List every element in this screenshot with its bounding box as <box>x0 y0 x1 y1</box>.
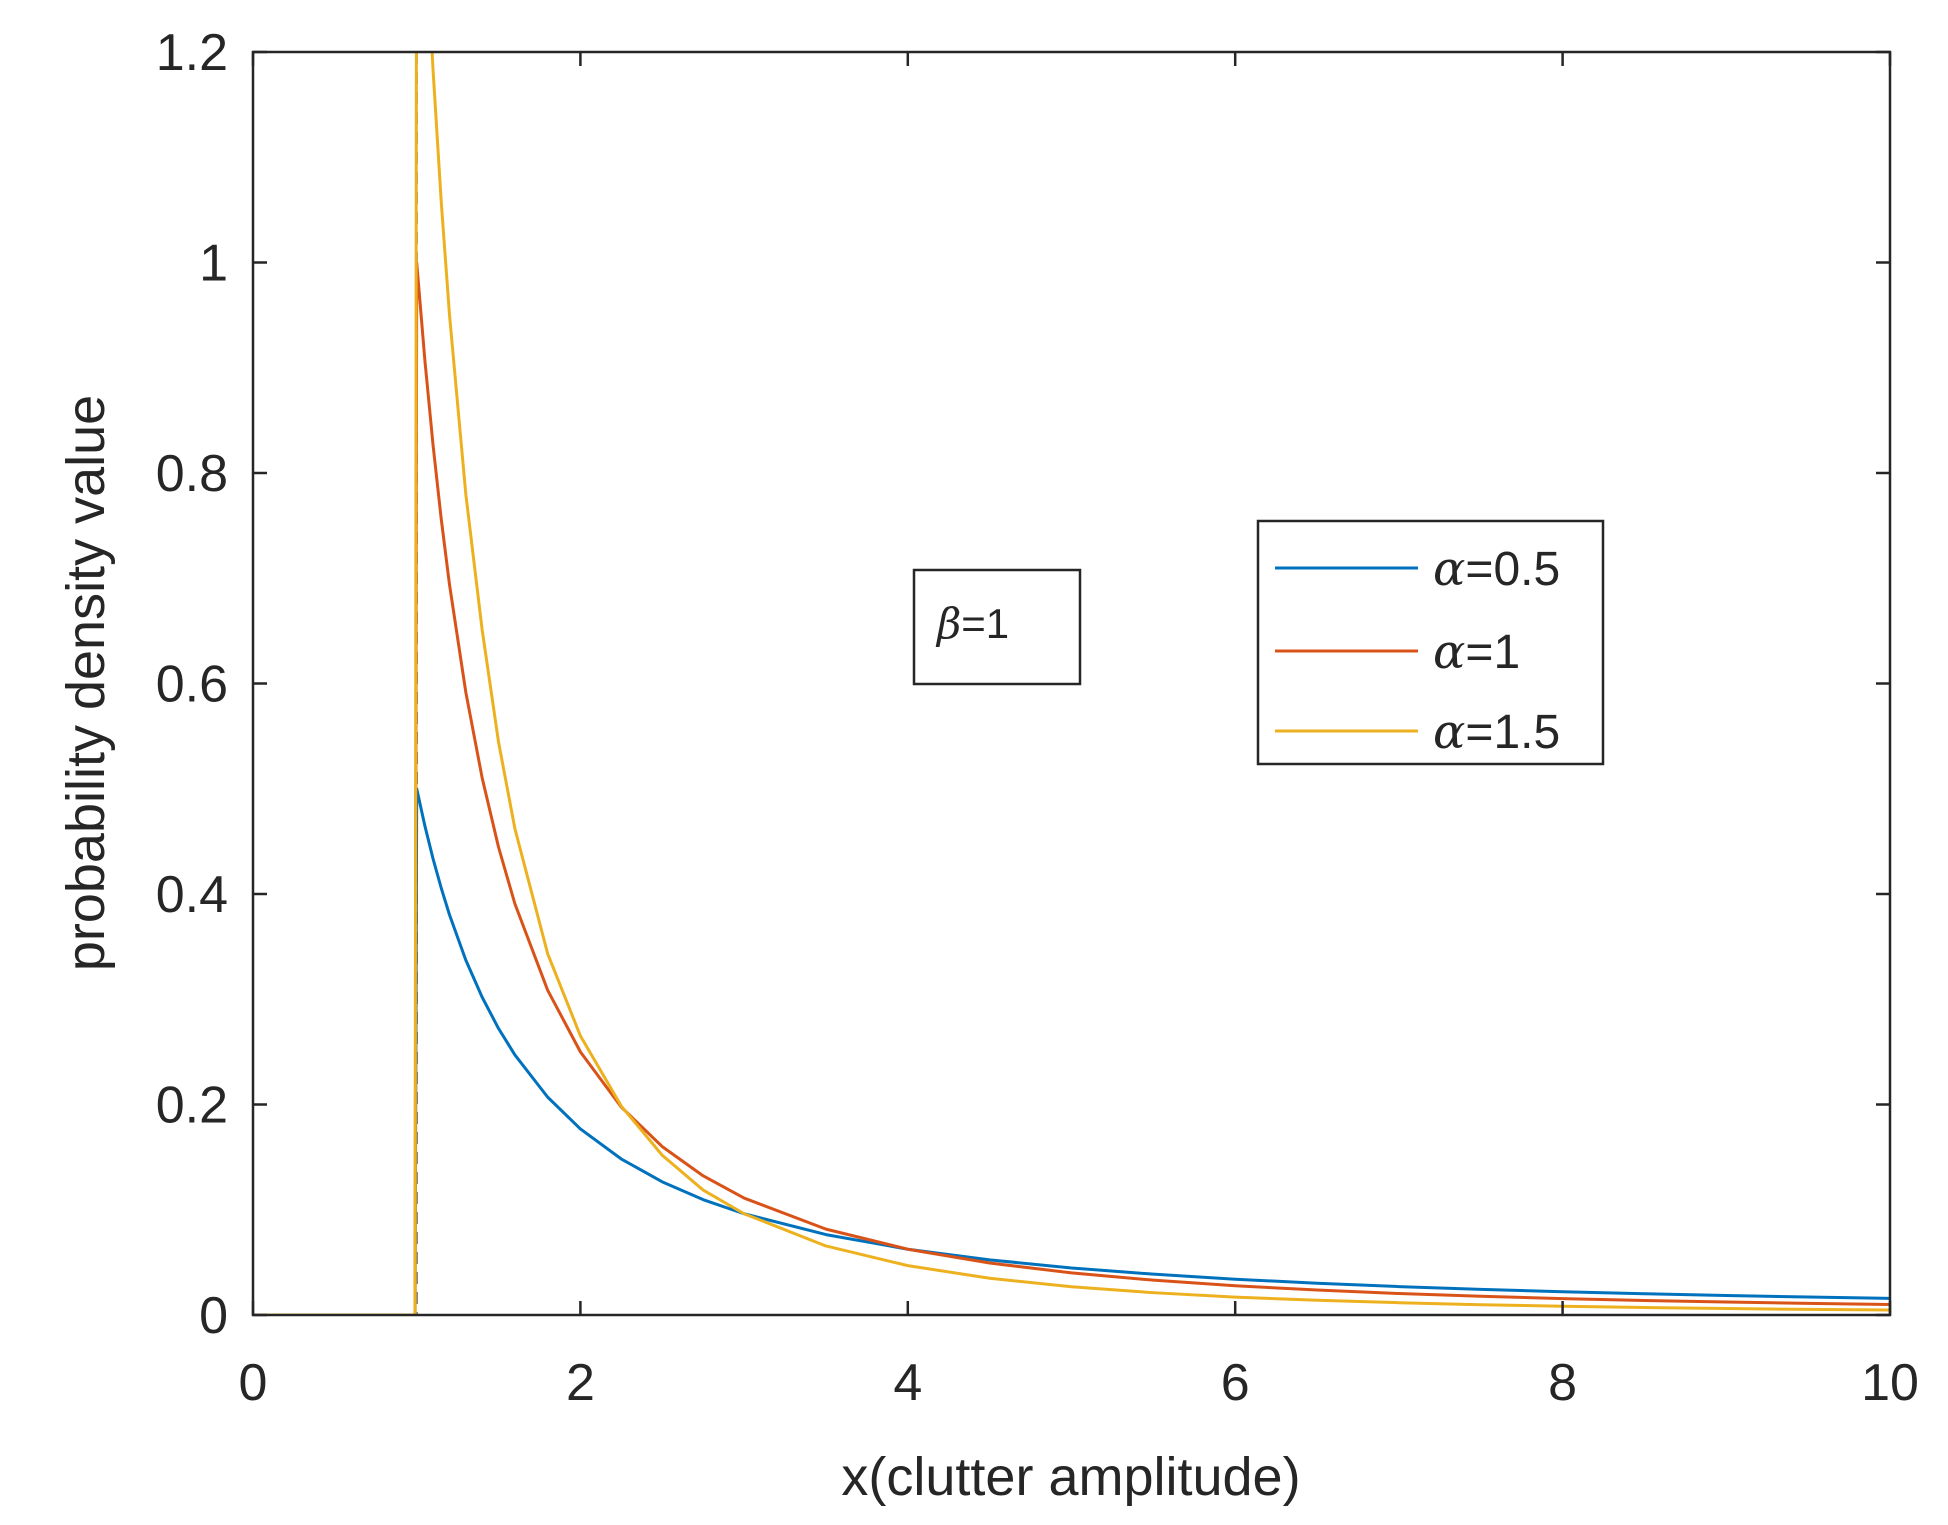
annotation-box: β=1 <box>912 568 1082 686</box>
annotation-value: =1 <box>961 600 1009 647</box>
series-line-2 <box>253 261 1890 1315</box>
y-axis-label: probability density value <box>56 395 116 971</box>
y-tick-labels: 0 0.2 0.4 0.6 0.8 1 1.2 <box>156 24 228 1345</box>
y-tick-label: 0.8 <box>156 445 228 503</box>
legend-value: =0.5 <box>1465 543 1560 596</box>
axes-box <box>251 50 1892 1317</box>
y-tick-label: 0.4 <box>156 866 228 924</box>
x-tick-label: 10 <box>1861 1354 1919 1412</box>
alpha-symbol: α <box>1433 541 1465 597</box>
x-tick-label: 6 <box>1221 1354 1250 1412</box>
annotation-text: β=1 <box>935 599 1009 648</box>
y-tick-label: 1 <box>199 235 228 293</box>
x-tick-label: 2 <box>566 1354 595 1412</box>
alpha-symbol: α <box>1433 704 1465 760</box>
x-tick-label: 0 <box>239 1354 268 1412</box>
legend-value: =1.5 <box>1465 706 1560 759</box>
y-tick-label: 0.2 <box>156 1077 228 1135</box>
x-tick-label: 4 <box>893 1354 922 1412</box>
beta-symbol: β <box>935 599 961 648</box>
x-tick-labels: 0 2 4 6 8 10 <box>239 1354 1919 1412</box>
alpha-symbol: α <box>1433 624 1465 680</box>
legend-label-1: α=0.5 <box>1433 541 1560 597</box>
legend-frame <box>1256 519 1605 766</box>
annotation-frame <box>912 568 1082 686</box>
series-line-1 <box>253 787 1890 1315</box>
legend-label-3: α=1.5 <box>1433 704 1560 760</box>
legend: α=0.5α=1α=1.5 <box>1256 519 1605 766</box>
legend-entries: α=0.5α=1α=1.5 <box>1275 541 1560 760</box>
series-layer <box>253 52 1890 1315</box>
y-tick-label: 0.6 <box>156 656 228 714</box>
y-tick-label: 0 <box>199 1287 228 1345</box>
legend-value: =1 <box>1465 626 1520 679</box>
x-axis-label: x(clutter amplitude) <box>841 1447 1300 1507</box>
series-line-3 <box>253 52 1890 1315</box>
y-tick-label: 1.2 <box>156 24 228 82</box>
legend-label-2: α=1 <box>1433 624 1520 680</box>
x-tick-label: 8 <box>1548 1354 1577 1412</box>
